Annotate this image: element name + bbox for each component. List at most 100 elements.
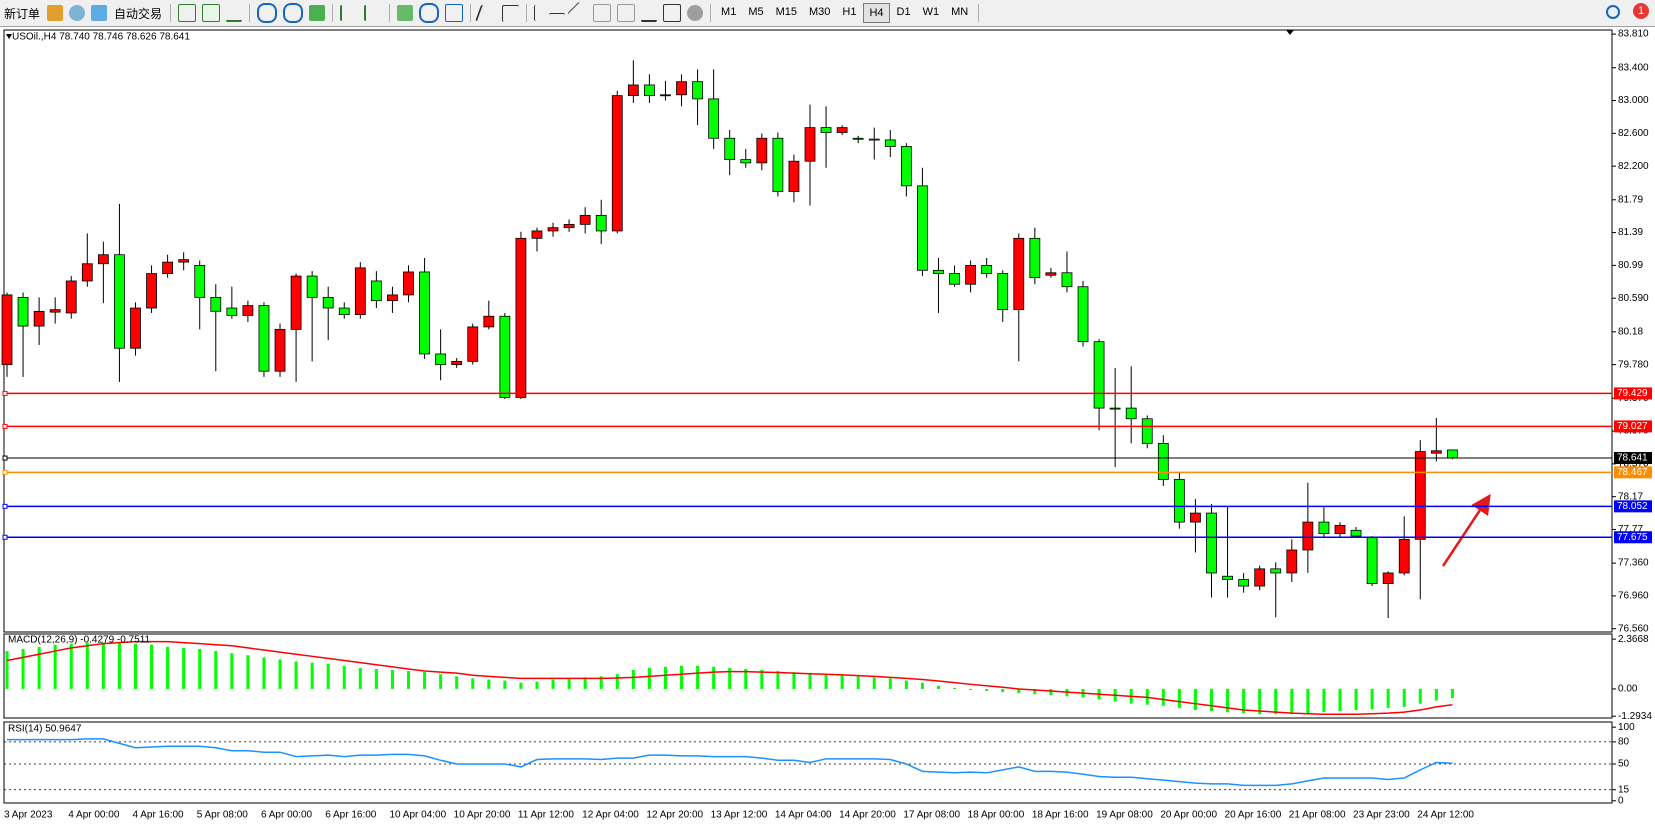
shift-button[interactable] xyxy=(364,5,382,21)
label-button[interactable] xyxy=(663,4,682,22)
periods-button[interactable] xyxy=(419,3,440,23)
candle-body xyxy=(1270,568,1282,574)
candle-body xyxy=(1430,450,1442,454)
timeframe-button[interactable]: H4 xyxy=(863,3,890,23)
timeframe-button[interactable]: W1 xyxy=(922,6,940,18)
hline-button[interactable] xyxy=(549,12,566,22)
price-level-box xyxy=(1614,452,1652,465)
macd-bar xyxy=(519,682,523,689)
macd-bar xyxy=(166,646,170,689)
indicators-button[interactable] xyxy=(397,5,414,21)
autoscroll-button[interactable] xyxy=(340,5,358,21)
fibo-button[interactable] xyxy=(617,4,636,22)
candle-body xyxy=(900,146,912,187)
macd-bar xyxy=(1001,688,1005,693)
price-level-handle xyxy=(2,503,8,509)
channel-button[interactable] xyxy=(593,4,612,22)
timeframe-button[interactable]: MN xyxy=(951,6,969,18)
macd-bar xyxy=(374,668,378,689)
candle-body xyxy=(949,273,960,285)
macd-bar xyxy=(792,672,796,689)
separator xyxy=(249,4,251,22)
candle-body xyxy=(611,95,623,232)
line-chart-button[interactable] xyxy=(226,4,243,22)
candle-body xyxy=(65,280,77,314)
candle-body xyxy=(178,259,190,263)
x-tick-label: 10 Apr 04:00 xyxy=(389,810,446,821)
x-tick-label: 20 Apr 16:00 xyxy=(1225,810,1282,821)
text-button[interactable] xyxy=(641,4,658,22)
new-order-button[interactable]: 新订单 xyxy=(4,6,41,21)
y-tick-label: 78.17 xyxy=(1618,491,1643,502)
x-tick-label: 23 Apr 23:00 xyxy=(1353,810,1410,821)
macd-bar xyxy=(1049,688,1053,696)
candle-body xyxy=(210,296,222,312)
macd-bar xyxy=(583,677,587,689)
annotation-arrow xyxy=(1441,493,1491,567)
candle-body xyxy=(1414,451,1426,540)
macd-bar xyxy=(920,682,924,689)
y-tick-label: 81.79 xyxy=(1618,194,1643,205)
candle-body xyxy=(1190,512,1201,523)
candle-body xyxy=(531,230,543,239)
timeframe-button[interactable]: M5 xyxy=(748,6,764,18)
macd-bar xyxy=(680,665,684,689)
auto-trading-button[interactable]: 自动交易 xyxy=(114,6,163,21)
candle-body xyxy=(820,127,832,133)
cursor-button[interactable] xyxy=(475,5,499,21)
macd-bar xyxy=(278,659,282,689)
timeframe-button[interactable]: D1 xyxy=(896,6,911,18)
candle-body xyxy=(322,296,334,309)
zoom-out-button[interactable] xyxy=(283,3,304,23)
macd-bar xyxy=(856,676,860,689)
bar-chart-button[interactable] xyxy=(178,4,197,22)
crosshair-button[interactable] xyxy=(502,4,520,22)
candle-chart-button[interactable] xyxy=(202,4,221,22)
macd-bar xyxy=(615,674,619,689)
separator xyxy=(332,4,334,22)
macd-bar xyxy=(1418,688,1422,704)
candle-body xyxy=(740,159,752,164)
candle-body xyxy=(258,305,270,372)
candle-body xyxy=(660,94,671,97)
timeframe-button[interactable]: M1 xyxy=(721,6,737,18)
macd-bar xyxy=(21,648,25,689)
timeframe-button[interactable]: M15 xyxy=(775,6,797,18)
zoom-in-button[interactable] xyxy=(257,3,278,23)
separator xyxy=(389,4,391,22)
macd-bar xyxy=(1258,688,1262,715)
macd-bar xyxy=(808,673,812,689)
candle-body xyxy=(1238,579,1250,587)
macd-bar xyxy=(53,644,57,689)
candle-body xyxy=(1447,449,1458,459)
macd-bar xyxy=(1354,688,1358,710)
macd-bar xyxy=(37,646,41,689)
candle-body xyxy=(354,267,366,315)
templates-button[interactable] xyxy=(445,4,464,22)
candle-body xyxy=(1157,442,1169,480)
candle-body xyxy=(49,309,61,313)
candle-body xyxy=(1013,237,1025,311)
y-tick-label: 2.3668 xyxy=(1618,634,1649,645)
macd-bar xyxy=(455,676,459,689)
candle-body xyxy=(1382,572,1394,585)
price-level-handle xyxy=(2,534,8,540)
x-tick-label: 18 Apr 00:00 xyxy=(968,810,1025,821)
timeframe-button[interactable]: M30 xyxy=(809,6,831,18)
y-tick-label: 82.600 xyxy=(1618,128,1649,139)
macd-bar xyxy=(985,688,989,692)
macd-bar xyxy=(663,666,667,689)
timeframe-button[interactable]: H1 xyxy=(842,6,857,18)
macd-bar xyxy=(1177,688,1181,708)
search-button[interactable] xyxy=(1606,5,1620,19)
macd-bar xyxy=(85,642,89,689)
trendline-button[interactable] xyxy=(567,1,591,25)
arrows-button[interactable] xyxy=(687,5,704,21)
tile-button[interactable] xyxy=(309,5,326,21)
notification-badge[interactable]: 1 xyxy=(1633,3,1649,19)
vline-button[interactable] xyxy=(534,5,543,21)
y-tick-label: 81.39 xyxy=(1618,227,1643,238)
candle-body xyxy=(1206,512,1217,574)
